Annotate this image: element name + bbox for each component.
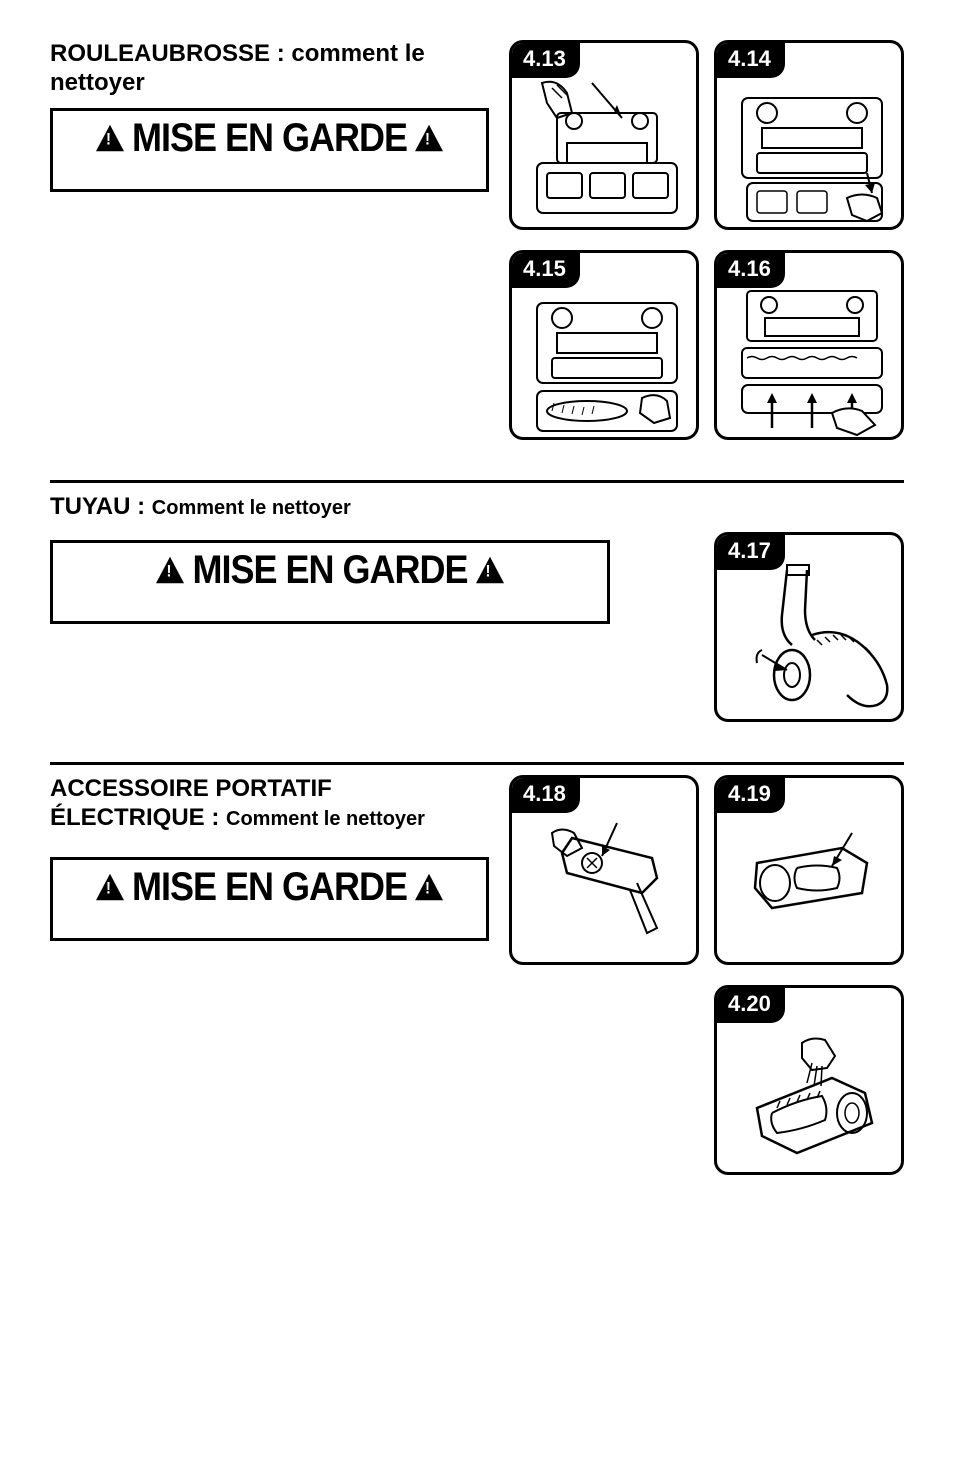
- figure-label: 4.20: [714, 985, 785, 1023]
- accessoire-title-line2-suffix: Comment le nettoyer: [226, 808, 425, 830]
- warning-triangle-icon: [96, 874, 124, 900]
- accessoire-warning-box: MISE EN GARDE: [50, 857, 489, 941]
- warning-triangle-icon: [415, 874, 443, 900]
- figure-cell: 4.16: [714, 250, 904, 440]
- tuyau-title-prefix: TUYAU :: [50, 493, 152, 520]
- figure-label: 4.17: [714, 532, 785, 570]
- accessoire-title-line2-prefix: ÉLECTRIQUE :: [50, 804, 226, 831]
- figure-label: 4.16: [714, 250, 785, 288]
- figure-cell: 4.15: [509, 250, 699, 440]
- tuyau-warning-text: MISE EN GARDE: [192, 547, 467, 593]
- warning-triangle-icon: [156, 557, 184, 583]
- figure-frame: 4.18: [509, 775, 699, 965]
- figure-frame: 4.16: [714, 250, 904, 440]
- figure-cell: 4.20: [714, 985, 904, 1175]
- accessoire-text-block: ACCESSOIRE PORTATIF ÉLECTRIQUE : Comment…: [50, 775, 489, 942]
- tuyau-warning-box: MISE EN GARDE: [50, 540, 610, 624]
- figure-label: 4.19: [714, 775, 785, 813]
- section-divider: [50, 762, 904, 765]
- figure-label: 4.14: [714, 40, 785, 78]
- tuyau-title-suffix: Comment le nettoyer: [152, 497, 351, 519]
- figure-label: 4.15: [509, 250, 580, 288]
- section-rouleau: ROULEAUBROSSE : comment le nettoyer MISE…: [50, 40, 904, 440]
- tuyau-title: TUYAU : Comment le nettoyer: [50, 493, 904, 522]
- figure-frame: 4.19: [714, 775, 904, 965]
- warning-triangle-icon: [415, 124, 443, 150]
- accessoire-figure-column: 4.18 4.1: [509, 775, 904, 1175]
- figure-frame: 4.14: [714, 40, 904, 230]
- figure-frame: 4.17: [714, 532, 904, 722]
- accessoire-figure-grid-bottom: 4.20: [714, 985, 904, 1175]
- rouleau-warning-label: MISE EN GARDE: [63, 114, 476, 160]
- tuyau-figure-grid: 4.17: [714, 532, 904, 722]
- accessoire-warning-label: MISE EN GARDE: [63, 864, 476, 910]
- tuyau-warning-label: MISE EN GARDE: [63, 547, 597, 593]
- warning-triangle-icon: [96, 124, 124, 150]
- warning-triangle-icon: [476, 557, 504, 583]
- accessoire-warning-text: MISE EN GARDE: [132, 864, 407, 910]
- accessoire-figure-grid-top: 4.18 4.1: [509, 775, 904, 965]
- rouleau-text-block: ROULEAUBROSSE : comment le nettoyer MISE…: [50, 40, 489, 192]
- accessoire-title: ACCESSOIRE PORTATIF ÉLECTRIQUE : Comment…: [50, 775, 489, 833]
- rouleau-figure-grid: 4.13: [509, 40, 904, 440]
- accessoire-title-line1: ACCESSOIRE PORTATIF: [50, 775, 489, 804]
- rouleau-title: ROULEAUBROSSE : comment le nettoyer: [50, 40, 489, 98]
- figure-cell: 4.17: [714, 532, 904, 722]
- section-divider: [50, 480, 904, 483]
- figure-label: 4.13: [509, 40, 580, 78]
- figure-label: 4.18: [509, 775, 580, 813]
- rouleau-title-bold: ROULEAUBROSSE :: [50, 40, 291, 67]
- figure-cell: 4.19: [714, 775, 904, 965]
- figure-cell: 4.18: [509, 775, 699, 965]
- figure-frame: 4.20: [714, 985, 904, 1175]
- figure-cell: 4.14: [714, 40, 904, 230]
- rouleau-warning-text: MISE EN GARDE: [132, 114, 407, 160]
- figure-cell: 4.13: [509, 40, 699, 230]
- section-tuyau: TUYAU : Comment le nettoyer MISE EN GARD…: [50, 493, 904, 722]
- figure-frame: 4.13: [509, 40, 699, 230]
- figure-frame: 4.15: [509, 250, 699, 440]
- rouleau-warning-box: MISE EN GARDE: [50, 108, 489, 192]
- section-accessoire: ACCESSOIRE PORTATIF ÉLECTRIQUE : Comment…: [50, 775, 904, 1175]
